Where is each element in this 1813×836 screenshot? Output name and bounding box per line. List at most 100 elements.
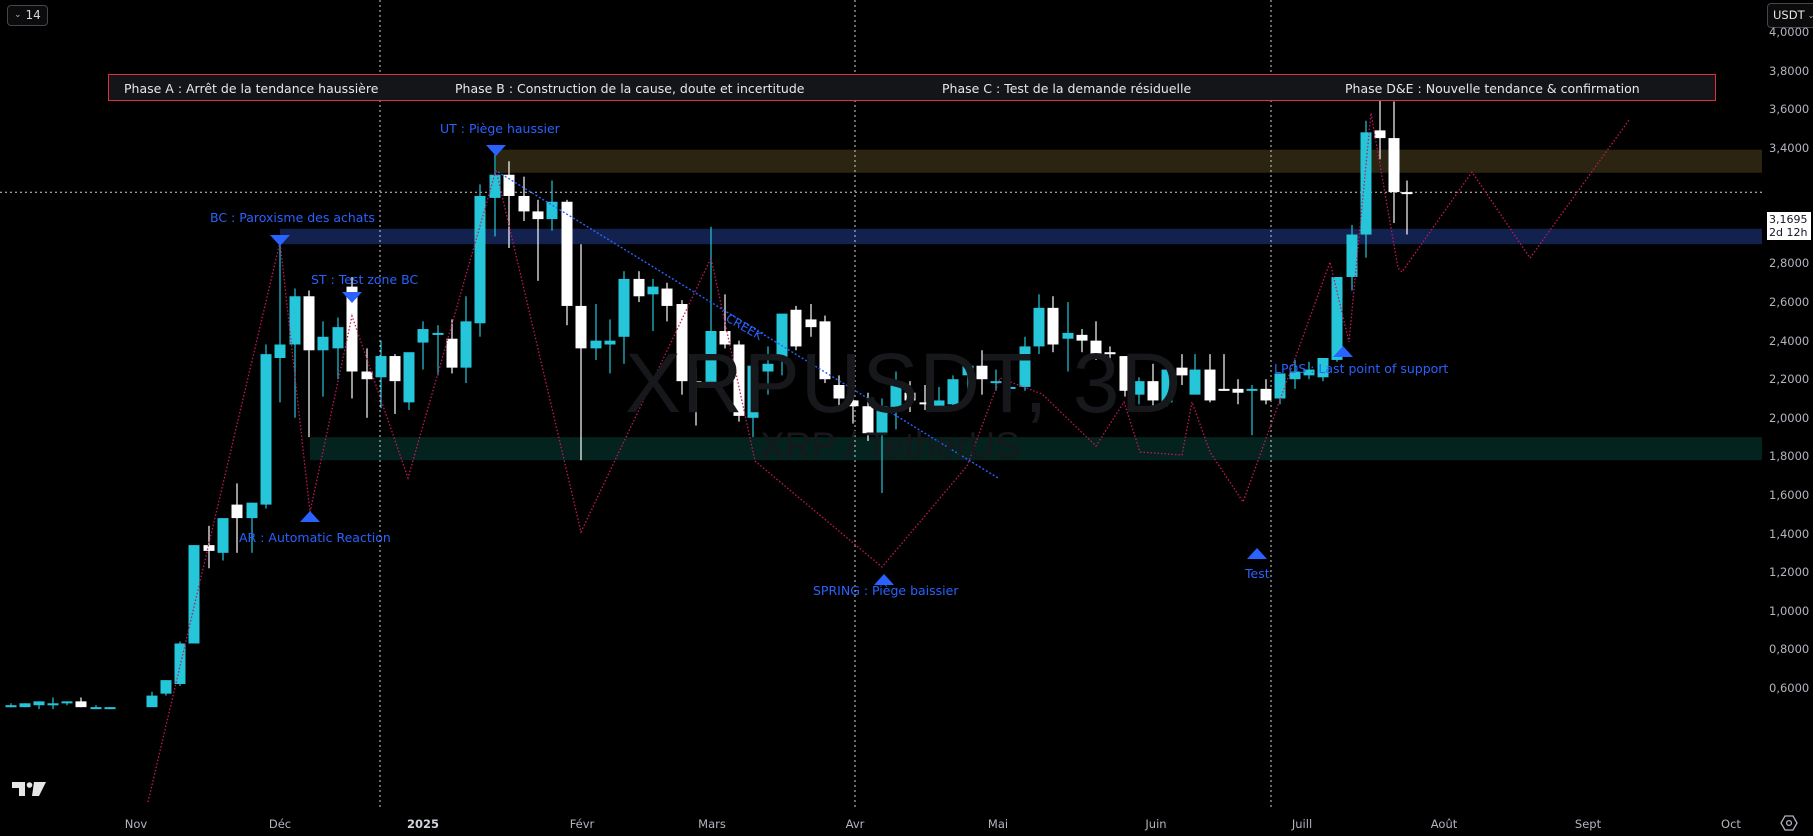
collapse-indicators-button[interactable]: ⌄ 14 (7, 5, 48, 26)
annotation-label[interactable]: Test (1245, 566, 1270, 581)
candle[interactable] (819, 315, 831, 384)
resistance-ut-zone[interactable] (496, 149, 1762, 173)
candle[interactable] (1119, 356, 1131, 397)
candle[interactable] (1204, 354, 1216, 403)
candle[interactable] (1317, 358, 1329, 382)
candle[interactable] (1062, 302, 1074, 372)
candle[interactable] (604, 319, 616, 374)
candle[interactable] (733, 340, 745, 422)
candle[interactable] (847, 385, 859, 424)
candle[interactable] (1232, 379, 1244, 405)
wyckoff-phase-banner[interactable] (108, 74, 1716, 101)
candle[interactable] (890, 371, 902, 430)
candle[interactable] (833, 375, 845, 411)
arrow-up-icon[interactable] (300, 511, 320, 522)
candle[interactable] (962, 361, 974, 391)
candle[interactable] (1401, 180, 1413, 235)
candle[interactable] (762, 346, 774, 395)
candle[interactable] (676, 300, 688, 395)
candle[interactable] (532, 199, 544, 281)
candle[interactable] (19, 703, 31, 708)
arrow-down-icon[interactable] (486, 145, 506, 156)
candle[interactable] (690, 367, 702, 426)
candle[interactable] (1176, 354, 1188, 386)
candle[interactable] (1047, 296, 1059, 353)
candle[interactable] (303, 290, 315, 438)
candle[interactable] (933, 386, 945, 413)
candle[interactable] (575, 244, 587, 461)
candle[interactable] (446, 319, 458, 374)
candle[interactable] (460, 296, 472, 384)
candle[interactable] (417, 321, 429, 370)
candle[interactable] (1346, 224, 1358, 291)
candle[interactable] (274, 242, 286, 403)
creek-trendline[interactable] (497, 171, 999, 479)
candle[interactable] (61, 701, 73, 706)
candle[interactable] (260, 344, 272, 509)
candle[interactable] (474, 184, 486, 337)
candle[interactable] (904, 381, 916, 413)
wyckoff-wave-path[interactable] (147, 112, 1630, 803)
candle[interactable] (1303, 361, 1315, 380)
candle[interactable] (976, 350, 988, 395)
candle[interactable] (1033, 294, 1045, 355)
candle[interactable] (518, 176, 530, 222)
candle[interactable] (1076, 329, 1088, 353)
candle[interactable] (246, 502, 258, 553)
candle[interactable] (618, 271, 630, 364)
annotation-label[interactable]: AR : Automatic Reaction (239, 530, 391, 545)
candle[interactable] (332, 317, 344, 380)
candle[interactable] (1218, 354, 1230, 391)
candle[interactable] (1133, 377, 1145, 405)
candle[interactable] (805, 303, 817, 337)
candle[interactable] (5, 703, 17, 708)
currency-selector[interactable]: USDT ⌄ (1767, 3, 1813, 28)
arrow-up-icon[interactable] (874, 574, 894, 585)
candle[interactable] (633, 271, 645, 303)
arrow-up-icon[interactable] (1333, 346, 1353, 357)
candle[interactable] (1004, 375, 1016, 395)
candle[interactable] (1260, 379, 1272, 405)
candle[interactable] (876, 398, 888, 494)
candle[interactable] (1147, 363, 1159, 409)
candle[interactable] (47, 697, 59, 710)
candle[interactable] (1019, 336, 1031, 391)
arrow-down-icon[interactable] (342, 292, 362, 303)
candle[interactable] (947, 375, 959, 409)
candle[interactable] (1360, 120, 1372, 258)
annotation-label[interactable]: SPRING : Piège baissier (813, 583, 959, 598)
candle[interactable] (104, 707, 116, 710)
candle[interactable] (231, 483, 243, 553)
candle[interactable] (919, 385, 931, 411)
candle[interactable] (1189, 354, 1201, 395)
candle[interactable] (289, 288, 301, 418)
candle[interactable] (160, 680, 172, 696)
annotation-label[interactable]: LPOS : Last point of support (1274, 361, 1449, 376)
candle[interactable] (705, 226, 717, 384)
candle[interactable] (203, 525, 215, 569)
candle[interactable] (361, 348, 373, 418)
candle[interactable] (1289, 359, 1301, 389)
candle[interactable] (432, 325, 444, 376)
annotation-label[interactable]: BC : Paroxisme des achats (210, 210, 375, 225)
candle[interactable] (776, 313, 788, 376)
candle[interactable] (33, 701, 45, 710)
candle[interactable] (90, 705, 102, 710)
candle[interactable] (489, 147, 501, 237)
candle[interactable] (389, 354, 401, 414)
candle[interactable] (503, 161, 515, 249)
candle[interactable] (1274, 373, 1286, 405)
tradingview-logo-icon[interactable] (12, 781, 46, 797)
bc-zone[interactable] (280, 228, 1762, 245)
candle[interactable] (375, 340, 387, 409)
candle[interactable] (146, 691, 158, 708)
candle[interactable] (1388, 101, 1400, 223)
candle[interactable] (1374, 97, 1386, 160)
candle[interactable] (790, 305, 802, 351)
candle[interactable] (590, 303, 602, 360)
candle[interactable] (188, 545, 200, 644)
annotation-label[interactable]: ST : Test zone BC (311, 272, 419, 287)
candle[interactable] (1246, 385, 1258, 436)
